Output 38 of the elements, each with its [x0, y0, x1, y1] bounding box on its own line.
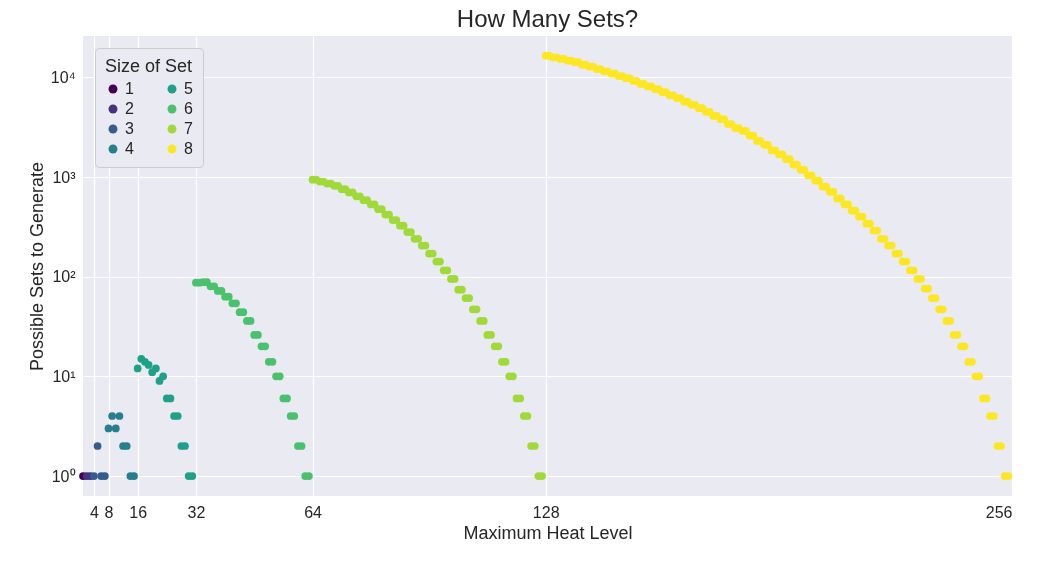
y-tick-label: 10² — [52, 268, 77, 286]
point — [159, 372, 168, 381]
point — [115, 412, 124, 420]
legend-label: 8 — [184, 140, 193, 157]
legend-label: 2 — [125, 100, 134, 117]
y-tick-label: 10⁰ — [51, 467, 76, 485]
y-tick-label: 10⁴ — [50, 68, 76, 86]
legend-label: 5 — [184, 80, 193, 97]
point — [111, 424, 120, 433]
point — [144, 361, 153, 369]
legend-label: 3 — [125, 120, 134, 137]
x-tick-label: 256 — [985, 503, 1013, 521]
x-tick-label: 128 — [532, 503, 560, 521]
point — [104, 424, 113, 433]
point — [181, 442, 189, 450]
x-tick-label: 8 — [104, 503, 114, 521]
point — [130, 472, 138, 480]
x-tick-label: 16 — [129, 503, 148, 521]
y-axis-title: Possible Sets to Generate — [26, 161, 47, 372]
x-axis-title: Maximum Heat Level — [463, 522, 633, 543]
legend-label: 6 — [184, 100, 193, 117]
point — [133, 364, 142, 373]
legend-title: Size of Set — [105, 56, 193, 76]
point — [305, 472, 313, 480]
x-tick-label: 4 — [89, 503, 99, 521]
legend-label: 1 — [125, 80, 134, 97]
legend-label: 7 — [184, 120, 193, 137]
point — [254, 331, 262, 339]
legend-label: 4 — [125, 140, 134, 157]
point — [108, 412, 117, 420]
point — [90, 472, 98, 480]
x-tick-label: 64 — [304, 503, 323, 521]
point — [93, 442, 102, 450]
y-tick-label: 10¹ — [52, 367, 76, 385]
point — [151, 364, 160, 373]
chart-title: How Many Sets? — [456, 5, 639, 32]
x-tick-label: 32 — [187, 503, 206, 521]
y-tick-label: 10³ — [52, 168, 77, 186]
